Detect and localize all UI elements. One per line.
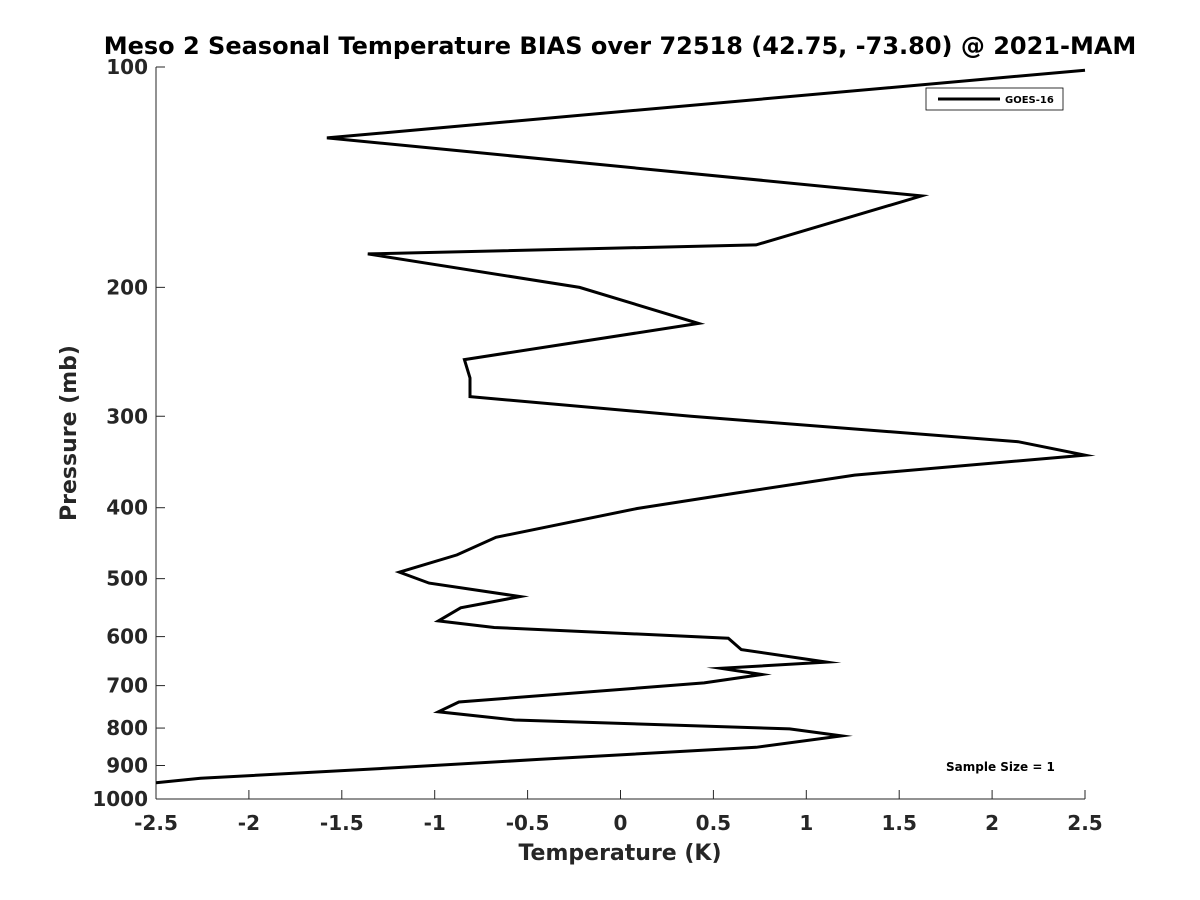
legend-label-goes-16: GOES-16: [1005, 95, 1054, 106]
y-tick-label: 500: [106, 567, 148, 591]
y-tick-label: 600: [106, 625, 148, 649]
x-tick-label: 1: [799, 811, 813, 835]
x-tick-label: -1.5: [320, 811, 364, 835]
y-tick-label: 800: [106, 716, 148, 740]
x-axis-label: Temperature (K): [518, 841, 721, 866]
x-tick-label: -2: [238, 811, 260, 835]
x-axis-ticks: -2.5 -2 -1.5 -1 -0.5 0 0.5 1 1.5 2 2.5: [134, 790, 1103, 835]
sample-size-annotation: Sample Size = 1: [946, 760, 1055, 774]
x-tick-label: -1: [424, 811, 446, 835]
y-tick-label: 400: [106, 496, 148, 520]
series-line-goes-16: [155, 68, 1096, 785]
chart-title: Meso 2 Seasonal Temperature BIAS over 72…: [104, 32, 1137, 60]
y-tick-label: 200: [106, 275, 148, 299]
y-tick-label: 700: [106, 674, 148, 698]
y-axis-label: Pressure (mb): [57, 345, 82, 521]
y-tick-label: 300: [106, 404, 148, 428]
x-tick-label: 2: [985, 811, 999, 835]
legend: GOES-16: [925, 87, 1064, 111]
x-tick-label: -2.5: [134, 811, 178, 835]
x-tick-label: 0: [614, 811, 628, 835]
y-tick-label: 900: [106, 754, 148, 778]
x-tick-label: 1.5: [881, 811, 916, 835]
plot-area: [156, 67, 1085, 799]
y-axis-ticks: 100 200 300 400 500 600 700 800 900 1000: [92, 55, 165, 811]
series-layer: [155, 68, 1096, 785]
x-tick-label: 2.5: [1067, 811, 1102, 835]
y-tick-label: 1000: [92, 787, 148, 811]
x-tick-label: -0.5: [506, 811, 550, 835]
y-tick-label: 100: [106, 55, 148, 79]
x-tick-label: 0.5: [696, 811, 731, 835]
